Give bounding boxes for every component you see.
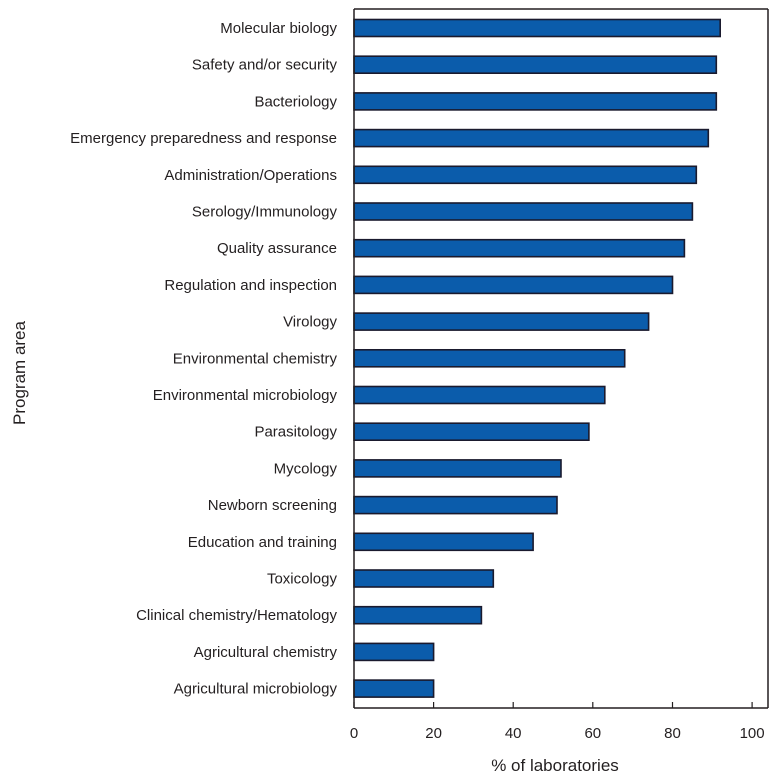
category-label: Parasitology (254, 424, 337, 441)
category-label: Regulation and inspection (164, 277, 337, 294)
bar (353, 532, 534, 552)
plot-frame (353, 8, 769, 709)
bar (353, 385, 606, 405)
category-label: Agricultural microbiology (174, 681, 338, 698)
category-label: Clinical chemistry/Hematology (136, 607, 337, 624)
category-label: Virology (283, 314, 337, 331)
bar (353, 55, 718, 75)
x-tick-label: 80 (664, 725, 681, 742)
bar (353, 348, 626, 368)
bar (353, 165, 698, 185)
x-axis-ticks: 0 20 40 60 80 100 (350, 702, 765, 742)
category-label: Agricultural chemistry (194, 644, 338, 661)
bar (353, 642, 435, 662)
x-tick-label: 100 (740, 725, 765, 742)
category-label: Administration/Operations (164, 167, 337, 184)
y-axis-title: Program area (10, 320, 29, 424)
bar (353, 605, 483, 625)
category-label: Environmental microbiology (153, 387, 338, 404)
category-label: Environmental chemistry (173, 350, 338, 367)
category-label: Serology/Immunology (192, 204, 338, 221)
bars-layer (353, 18, 722, 698)
category-label: Mycology (274, 460, 338, 477)
bar (353, 18, 722, 38)
x-tick-label: 60 (584, 725, 601, 742)
bar (353, 202, 694, 221)
category-label: Toxicology (267, 571, 338, 588)
category-label: Quality assurance (217, 240, 337, 257)
bar (353, 92, 718, 111)
bar (353, 128, 710, 148)
bar (353, 238, 686, 258)
category-label: Bacteriology (254, 93, 337, 110)
bar (353, 679, 435, 698)
x-tick-label: 20 (425, 725, 442, 742)
category-labels: Molecular biology Safety and/or security B… (70, 20, 337, 698)
category-label: Safety and/or security (192, 57, 338, 74)
x-tick-label: 40 (505, 725, 522, 742)
bar (353, 459, 562, 478)
bar (353, 422, 590, 442)
category-label: Newborn screening (208, 497, 337, 514)
bar (353, 275, 674, 295)
category-label: Education and training (188, 534, 337, 551)
category-label: Emergency preparedness and response (70, 130, 337, 147)
bar (353, 495, 558, 515)
bar (353, 569, 495, 588)
category-label: Molecular biology (220, 20, 337, 37)
x-tick-label: 0 (350, 725, 358, 742)
bar (353, 312, 650, 331)
x-axis-title: % of laboratories (491, 756, 619, 775)
